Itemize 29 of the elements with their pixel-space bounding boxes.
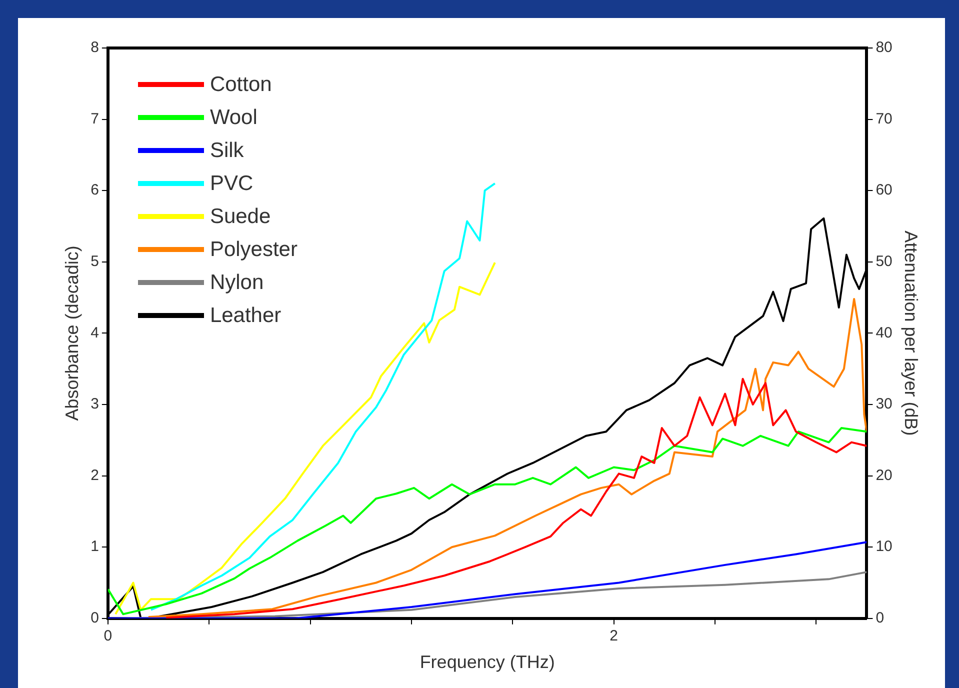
y-tick-label: 3 (90, 396, 99, 413)
legend-label: Leather (210, 304, 282, 328)
y-tick-label: 2 (90, 466, 99, 484)
legend-label: Cotton (210, 72, 272, 96)
y2-tick-label: 80 (876, 39, 892, 56)
y-tick-label: 8 (90, 39, 99, 56)
y2-tick-label: 70 (876, 110, 892, 128)
y2-axis-title: Attenuation per layer (dB) (901, 230, 922, 436)
x-axis-title: Frequency (THz) (420, 652, 555, 672)
y2-tick-label: 0 (876, 610, 884, 627)
legend-label: Wool (210, 106, 258, 130)
y2-tick-label: 30 (876, 396, 892, 413)
y2-tick-label: 40 (876, 324, 892, 342)
y-tick-label: 0 (90, 610, 99, 627)
y2-tick-label: 10 (876, 538, 892, 556)
legend-label: Silk (210, 138, 244, 162)
y-tick-label: 5 (90, 253, 99, 270)
y-tick-label: 4 (90, 324, 99, 342)
y-tick-label: 7 (90, 110, 99, 128)
legend-label: Nylon (210, 270, 264, 294)
legend-label: Polyester (210, 238, 298, 262)
y2-tick-label: 20 (876, 466, 892, 484)
y2-tick-label: 50 (876, 253, 892, 270)
legend-label: PVC (210, 172, 254, 196)
y-tick-label: 1 (90, 538, 99, 556)
y-tick-label: 6 (90, 182, 99, 199)
y2-tick-label: 60 (876, 182, 892, 199)
legend-label: Suede (210, 204, 271, 228)
y-axis-title: Absorbance (decadic) (62, 246, 82, 421)
